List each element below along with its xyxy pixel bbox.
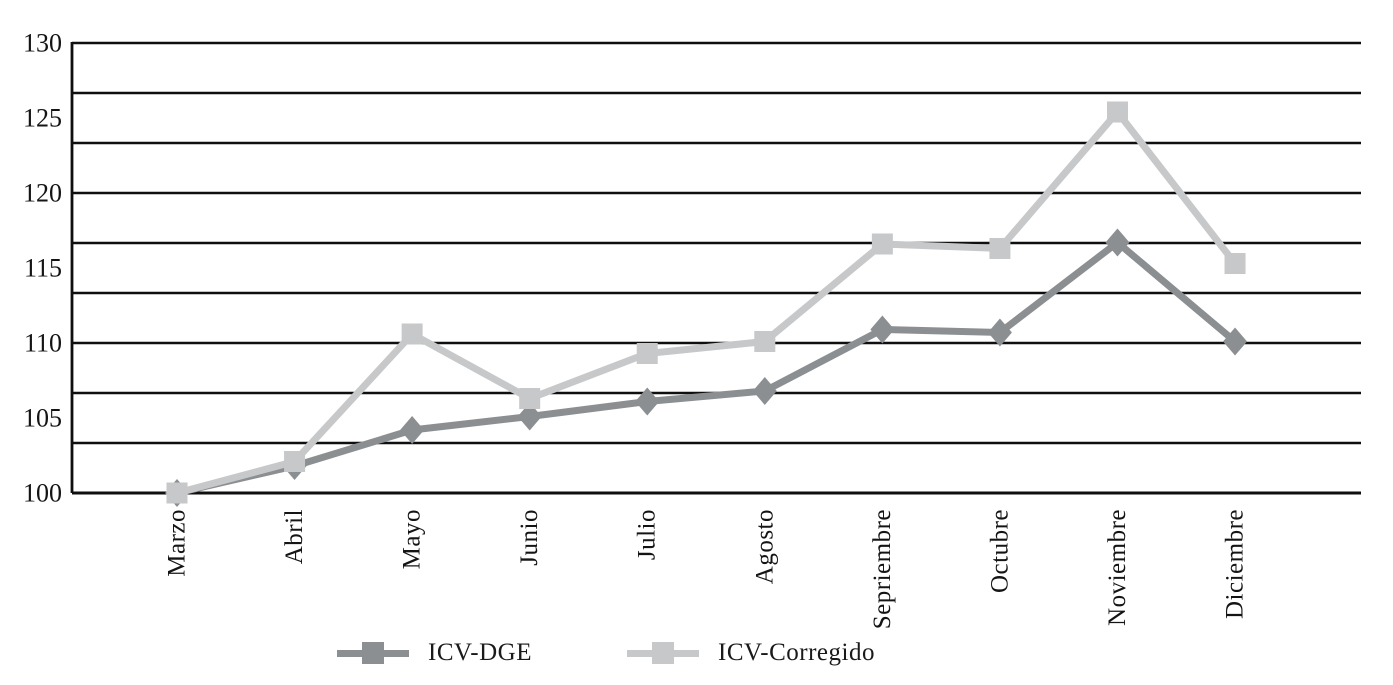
data-point-marker bbox=[987, 318, 1012, 347]
data-point-marker bbox=[754, 331, 776, 352]
data-point-marker bbox=[1223, 327, 1248, 356]
data-point-marker bbox=[519, 388, 541, 409]
data-point-marker bbox=[284, 451, 306, 472]
data-point-marker bbox=[636, 343, 658, 364]
data-point-marker bbox=[400, 416, 425, 444]
data-point-marker bbox=[989, 238, 1011, 259]
x-category-label: Diciembre bbox=[1222, 509, 1249, 619]
data-point-marker bbox=[517, 402, 542, 431]
data-point-marker bbox=[166, 482, 188, 504]
x-category-label: Octubre bbox=[986, 509, 1013, 593]
y-tick-label: 100 bbox=[23, 479, 62, 508]
x-category-label: Junio bbox=[516, 509, 543, 566]
data-point-marker bbox=[871, 233, 893, 255]
data-point-marker bbox=[401, 323, 423, 345]
data-point-marker bbox=[752, 377, 777, 405]
x-category-label: Abril bbox=[281, 509, 308, 564]
data-point-marker bbox=[870, 315, 895, 344]
y-tick-label: 120 bbox=[23, 179, 62, 208]
x-category-label: Noviembre bbox=[1104, 509, 1131, 626]
x-category-label: Agosto bbox=[751, 509, 778, 584]
x-category-label: Sepriembre bbox=[869, 509, 896, 629]
y-tick-label: 130 bbox=[23, 29, 62, 58]
series-line-ICV-DGE bbox=[176, 238, 1238, 497]
data-point-marker bbox=[1106, 101, 1128, 123]
y-tick-label: 125 bbox=[23, 104, 62, 133]
y-tick-label: 105 bbox=[23, 404, 62, 433]
x-category-label: Mayo bbox=[399, 509, 426, 569]
y-tick-label: 115 bbox=[24, 254, 62, 283]
data-point-marker bbox=[1105, 228, 1130, 257]
x-category-label: Marzo bbox=[164, 509, 191, 577]
series-line-ICV-Corregido bbox=[176, 106, 1238, 497]
data-point-marker bbox=[635, 387, 660, 416]
x-category-label: Julio bbox=[634, 509, 661, 560]
y-tick-label: 110 bbox=[24, 329, 62, 358]
data-point-marker bbox=[1224, 253, 1246, 274]
